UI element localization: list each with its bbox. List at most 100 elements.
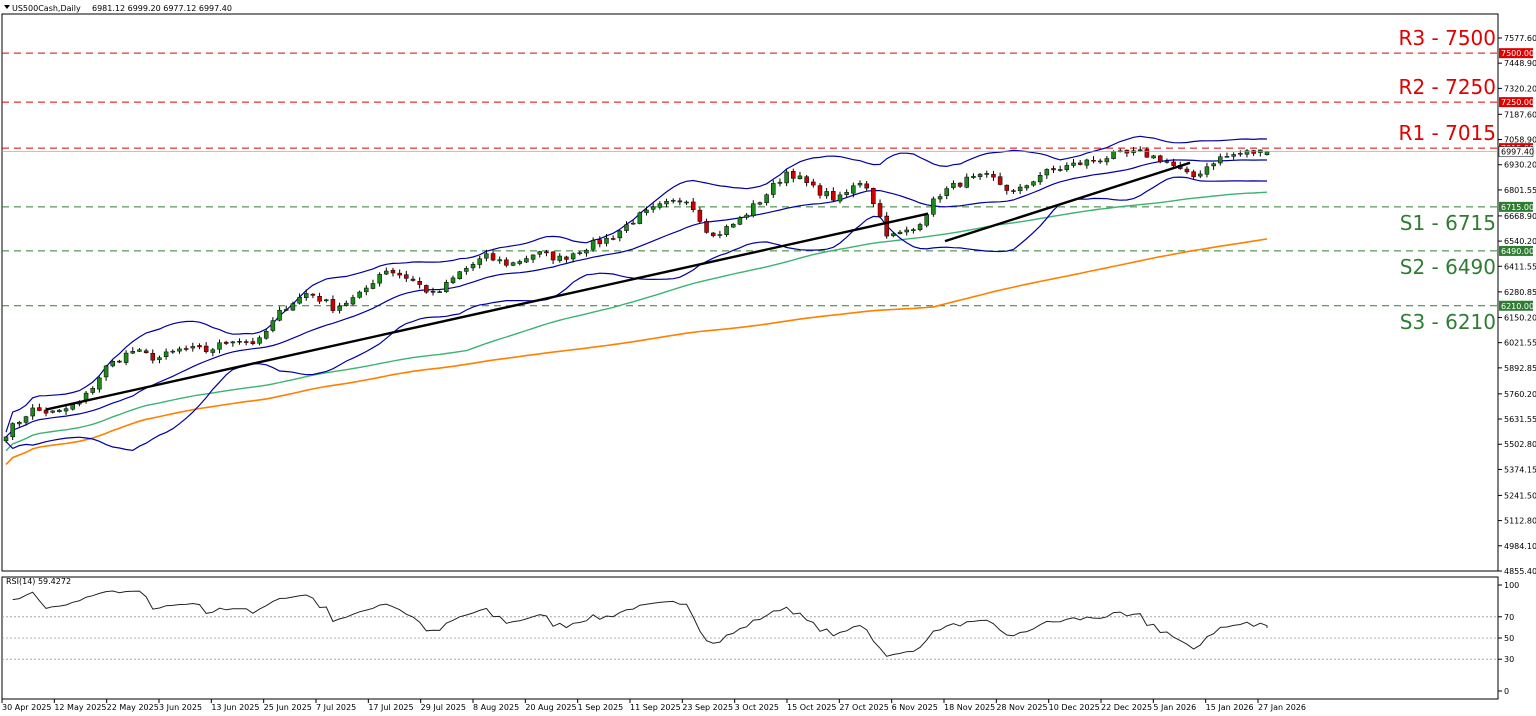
candle-body xyxy=(937,196,943,200)
candle xyxy=(904,226,909,236)
candle-body xyxy=(1171,161,1176,166)
candle xyxy=(644,206,649,216)
candle-body xyxy=(277,309,282,321)
candle xyxy=(130,347,136,354)
candle-body xyxy=(610,238,616,240)
candle xyxy=(530,254,536,263)
candle-body xyxy=(1157,155,1163,163)
moving-average-slow xyxy=(5,238,1268,465)
candle-body xyxy=(23,416,29,423)
candle-body xyxy=(804,176,809,183)
candle-body xyxy=(364,287,369,293)
candle xyxy=(951,180,956,190)
level-label: R1 - 7015 xyxy=(1399,121,1496,145)
candle-body xyxy=(824,191,829,197)
candle-body xyxy=(317,296,322,302)
rsi-tick-label: 100 xyxy=(1504,581,1519,590)
candle xyxy=(303,289,309,301)
candle-body xyxy=(650,206,656,210)
candle xyxy=(17,420,22,427)
price-tick-label: 7058.90 xyxy=(1504,136,1536,145)
candle-body xyxy=(584,249,589,254)
candle xyxy=(510,261,516,267)
candle-body xyxy=(537,251,543,255)
candle xyxy=(737,215,743,226)
candle-body xyxy=(704,220,709,233)
price-tick-label: 6540.20 xyxy=(1504,237,1536,246)
candle-body xyxy=(1191,171,1196,178)
price-tick-label: 7187.60 xyxy=(1504,110,1536,119)
time-tick-label: 22 Dec 2025 xyxy=(1101,703,1152,712)
candle xyxy=(310,293,316,299)
bollinger-middle xyxy=(5,159,1267,438)
candle xyxy=(897,230,903,235)
candle-body xyxy=(417,281,422,285)
candle-body xyxy=(744,214,749,218)
candle-body xyxy=(290,303,296,311)
level-label: R3 - 7500 xyxy=(1399,26,1496,50)
candle xyxy=(1044,168,1050,179)
candle xyxy=(1151,154,1156,159)
candle-body xyxy=(344,302,349,306)
candle xyxy=(37,403,42,412)
candle xyxy=(884,212,889,239)
price-tick-label: 5631.55 xyxy=(1504,415,1536,424)
candle-body xyxy=(811,181,816,186)
candle xyxy=(1218,153,1223,166)
candle xyxy=(63,405,69,415)
candle xyxy=(197,343,202,350)
candle-body xyxy=(737,217,743,225)
candle xyxy=(364,285,369,296)
candle-body xyxy=(797,175,803,180)
candle xyxy=(117,359,122,364)
price-tick-label: 4855.40 xyxy=(1504,567,1536,576)
candle xyxy=(437,290,442,293)
candle xyxy=(817,183,823,199)
candle xyxy=(637,211,643,225)
candle-body xyxy=(70,404,75,410)
candle-body xyxy=(410,278,416,281)
candle xyxy=(564,255,569,263)
candle xyxy=(444,279,449,293)
candle xyxy=(1084,158,1090,169)
candle-body xyxy=(1031,181,1036,186)
candle-body xyxy=(724,226,729,235)
collapse-arrow-icon[interactable] xyxy=(4,5,10,9)
candle-body xyxy=(464,268,469,272)
candle-body xyxy=(230,341,236,344)
candle xyxy=(1137,146,1143,152)
candle xyxy=(771,180,776,198)
candle-body xyxy=(891,233,896,237)
candle-body xyxy=(1037,175,1043,183)
time-tick-label: 28 Nov 2025 xyxy=(996,703,1047,712)
candle-body xyxy=(143,350,149,353)
rsi-panel: 100 70 50 30 0 xyxy=(2,581,1519,696)
candle-body xyxy=(430,291,436,293)
candle xyxy=(724,224,729,237)
time-tick-label: 3 Jun 2025 xyxy=(159,703,202,712)
candle-body xyxy=(630,222,636,225)
price-tick-label: 6411.55 xyxy=(1504,262,1536,271)
candle-body xyxy=(137,349,142,352)
time-tick-label: 29 Jul 2025 xyxy=(421,703,466,712)
candle xyxy=(470,261,476,271)
candle xyxy=(524,255,529,264)
candle xyxy=(791,168,796,183)
candle-body xyxy=(657,203,663,208)
candle xyxy=(243,339,249,346)
candle xyxy=(1097,158,1103,164)
candle xyxy=(257,335,262,346)
rsi-tick-label: 70 xyxy=(1504,613,1514,622)
time-tick-label: 18 Nov 2025 xyxy=(944,703,995,712)
level-price-tag xyxy=(1499,97,1533,108)
candle-body xyxy=(297,296,302,304)
candle-body xyxy=(1137,149,1143,152)
candle xyxy=(1011,189,1016,194)
candle-body xyxy=(450,277,456,283)
candle-body xyxy=(370,283,376,289)
candlesticks xyxy=(3,146,1270,443)
candle-body xyxy=(577,252,583,254)
candle xyxy=(103,364,109,381)
